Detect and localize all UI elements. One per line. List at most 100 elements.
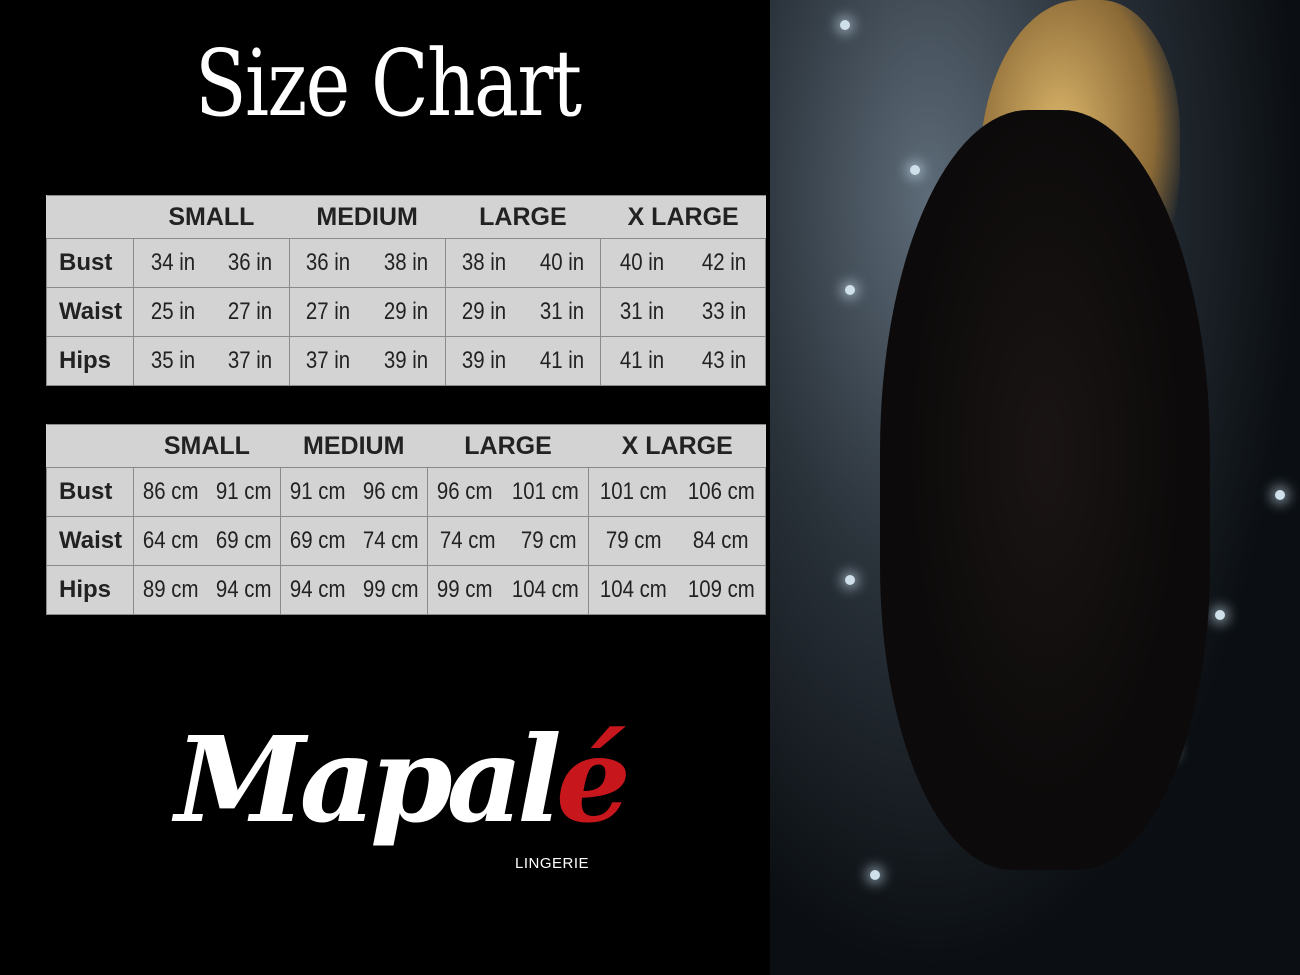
measurement-value: 109 cm xyxy=(687,576,755,603)
measurement-value: 96 cm xyxy=(362,478,418,505)
measurement-label: Bust xyxy=(46,238,134,288)
measurement-value: 39 in xyxy=(462,347,507,374)
measurement-value: 94 cm xyxy=(215,576,272,603)
size-cell: 39 in 41 in xyxy=(444,336,602,386)
corner-cell xyxy=(46,424,134,468)
size-cell: 91 cm 96 cm xyxy=(279,467,428,517)
measurement-value: 84 cm xyxy=(693,527,749,554)
size-table-cm: SMALL MEDIUM LARGE X LARGE Bust 86 cm 91 c… xyxy=(46,424,766,615)
measurement-value: 40 in xyxy=(620,249,665,276)
measurement-value: 27 in xyxy=(306,298,351,325)
brand-subtitle: LINGERIE xyxy=(515,855,590,872)
measurement-value: 34 in xyxy=(150,249,195,276)
measurement-value: 89 cm xyxy=(142,576,199,603)
size-cell: 27 in 29 in xyxy=(288,287,446,337)
size-cell: 25 in 27 in xyxy=(133,287,290,337)
size-cell: 104 cm 109 cm xyxy=(588,565,766,615)
measurement-value: 39 in xyxy=(383,347,428,374)
measurement-value: 74 cm xyxy=(440,527,496,554)
measurement-label: Bust xyxy=(46,467,134,517)
size-cell: 101 cm 106 cm xyxy=(588,467,766,517)
size-header: MEDIUM xyxy=(289,195,445,239)
size-header: X LARGE xyxy=(600,195,766,239)
brand-logo: Mapalé xyxy=(175,710,631,849)
model-figure xyxy=(880,110,1210,870)
size-cell: 35 in 37 in xyxy=(133,336,290,386)
table-row: Bust 86 cm 91 cm 91 cm 96 cm 96 cm 101 cm 101 c… xyxy=(46,467,766,517)
measurement-value: 99 cm xyxy=(436,576,493,603)
measurement-value: 104 cm xyxy=(511,576,579,603)
measurement-value: 29 in xyxy=(462,298,507,325)
page-title: Size Chart xyxy=(195,30,582,137)
header-row: SMALL MEDIUM LARGE X LARGE xyxy=(46,195,766,239)
measurement-value: 29 in xyxy=(383,298,428,325)
measurement-label: Hips xyxy=(46,565,134,615)
size-cell: 37 in 39 in xyxy=(288,336,446,386)
size-cell: 99 cm 104 cm xyxy=(426,565,590,615)
size-cell: 86 cm 91 cm xyxy=(133,467,281,517)
measurement-value: 27 in xyxy=(227,298,273,325)
measurement-value: 86 cm xyxy=(142,478,199,505)
measurement-value: 69 cm xyxy=(215,527,272,554)
measurement-value: 79 cm xyxy=(605,527,662,554)
measurement-value: 79 cm xyxy=(520,527,576,554)
table-row: Hips 89 cm 94 cm 94 cm 99 cm 99 cm 104 cm 104 c… xyxy=(46,565,766,615)
measurement-value: 64 cm xyxy=(142,527,199,554)
measurement-value: 101 cm xyxy=(511,478,579,505)
table-row: Hips 35 in 37 in 37 in 39 in 39 in 41 in 41 in 4… xyxy=(46,336,766,386)
measurement-value: 33 in xyxy=(701,298,747,325)
measurement-value: 31 in xyxy=(620,298,665,325)
measurement-value: 104 cm xyxy=(599,576,667,603)
measurement-value: 42 in xyxy=(701,249,747,276)
size-cell: 94 cm 99 cm xyxy=(279,565,428,615)
measurement-value: 96 cm xyxy=(436,478,493,505)
measurement-value: 35 in xyxy=(150,347,195,374)
size-cell: 69 cm 74 cm xyxy=(279,516,428,566)
measurement-value: 38 in xyxy=(462,249,507,276)
measurement-value: 74 cm xyxy=(362,527,418,554)
measurement-label: Hips xyxy=(46,336,134,386)
measurement-label: Waist xyxy=(46,287,134,337)
size-header: X LARGE xyxy=(588,424,766,468)
table-row: Waist 64 cm 69 cm 69 cm 74 cm 74 cm 79 cm 79 cm… xyxy=(46,516,766,566)
size-header: LARGE xyxy=(445,195,601,239)
size-header: LARGE xyxy=(427,424,589,468)
measurement-value: 99 cm xyxy=(362,576,418,603)
measurement-value: 43 in xyxy=(701,347,747,374)
size-cell: 40 in 42 in xyxy=(600,238,766,288)
size-header: SMALL xyxy=(133,195,290,239)
measurement-value: 91 cm xyxy=(215,478,272,505)
size-header: SMALL xyxy=(133,424,281,468)
size-cell: 79 cm 84 cm xyxy=(588,516,766,566)
table-row: Waist 25 in 27 in 27 in 29 in 29 in 31 in 31 in… xyxy=(46,287,766,337)
measurement-value: 38 in xyxy=(383,249,428,276)
measurement-value: 91 cm xyxy=(289,478,346,505)
size-cell: 34 in 36 in xyxy=(133,238,290,288)
measurement-value: 37 in xyxy=(306,347,351,374)
corner-cell xyxy=(46,195,134,239)
size-header: MEDIUM xyxy=(280,424,428,468)
measurement-value: 69 cm xyxy=(289,527,346,554)
size-cell: 31 in 33 in xyxy=(600,287,766,337)
size-cell: 41 in 43 in xyxy=(600,336,766,386)
measurement-value: 31 in xyxy=(539,298,584,325)
measurement-value: 41 in xyxy=(620,347,665,374)
size-cell: 38 in 40 in xyxy=(444,238,602,288)
size-cell: 36 in 38 in xyxy=(288,238,446,288)
size-cell: 96 cm 101 cm xyxy=(426,467,590,517)
measurement-value: 40 in xyxy=(539,249,584,276)
measurement-value: 25 in xyxy=(150,298,195,325)
size-cell: 64 cm 69 cm xyxy=(133,516,281,566)
size-cell: 89 cm 94 cm xyxy=(133,565,281,615)
measurement-value: 101 cm xyxy=(599,478,667,505)
size-cell: 74 cm 79 cm xyxy=(426,516,590,566)
table-row: Bust 34 in 36 in 36 in 38 in 38 in 40 in 40 in 4… xyxy=(46,238,766,288)
measurement-value: 36 in xyxy=(227,249,273,276)
measurement-value: 37 in xyxy=(227,347,273,374)
measurement-value: 36 in xyxy=(306,249,351,276)
size-table-inches: SMALL MEDIUM LARGE X LARGE Bust 34 in 36 i… xyxy=(46,195,766,386)
measurement-value: 41 in xyxy=(539,347,584,374)
measurement-value: 94 cm xyxy=(289,576,346,603)
size-cell: 29 in 31 in xyxy=(444,287,602,337)
header-row: SMALL MEDIUM LARGE X LARGE xyxy=(46,424,766,468)
